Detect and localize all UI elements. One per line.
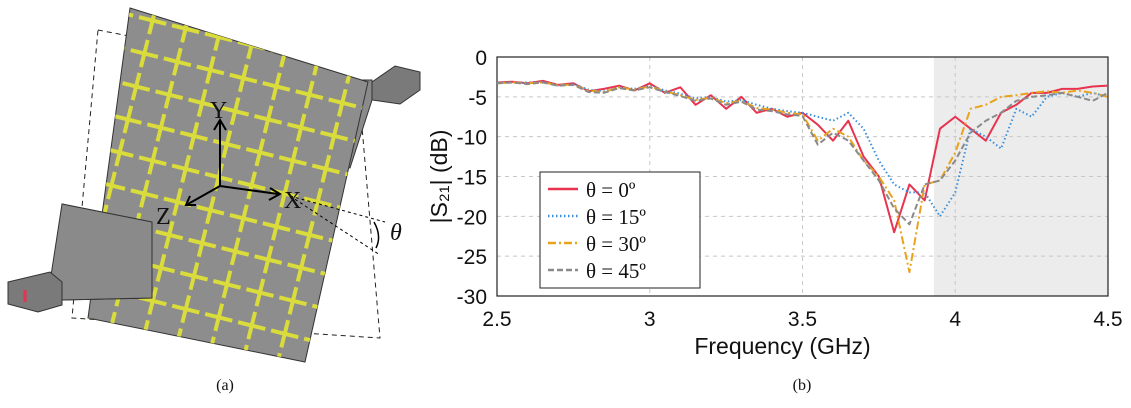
y-axis-label: |S₂₁| (dB) bbox=[426, 130, 452, 224]
y-tick-label: -25 bbox=[457, 246, 487, 269]
caption: (b) bbox=[793, 377, 812, 394]
x-tick-label: 2.5 bbox=[482, 308, 511, 331]
figure: Y X Z θ (a) (b) 0 -5 -10 -15 -20 -25 -302.5 3 3.… bbox=[0, 0, 1131, 403]
axis-label-z: Z bbox=[156, 204, 171, 230]
legend-label: θ = 0º bbox=[586, 178, 636, 202]
caption: (a) bbox=[216, 377, 234, 394]
legend-label: θ = 45º bbox=[586, 259, 646, 283]
diagram: Y X Z θ bbox=[8, 8, 420, 362]
legend-label: θ = 15º bbox=[586, 205, 646, 229]
legend-label: θ = 30º bbox=[586, 232, 646, 256]
axis-label-y: Y bbox=[210, 98, 227, 124]
y-tick-label: -30 bbox=[457, 286, 487, 309]
y-tick-label: 0 bbox=[475, 47, 487, 70]
x-tick-label: 4 bbox=[949, 308, 961, 331]
x-tick-label: 3 bbox=[644, 308, 656, 331]
axis-label-x: X bbox=[284, 188, 301, 214]
chart: 0 -5 -10 -15 -20 -25 -302.5 3 3.5 4 4.5 Frequency (… bbox=[426, 47, 1123, 359]
angle-label: θ bbox=[390, 220, 402, 246]
x-axis-label: Frequency (GHz) bbox=[694, 333, 870, 359]
unit-cells bbox=[88, 8, 368, 362]
right-horn-feed bbox=[372, 66, 420, 104]
y-tick-label: -5 bbox=[468, 87, 487, 110]
x-tick-label: 4.5 bbox=[1093, 308, 1122, 331]
y-tick-label: -10 bbox=[457, 127, 487, 150]
x-tick-label: 3.5 bbox=[788, 308, 817, 331]
left-horn-feed bbox=[8, 272, 62, 312]
y-tick-label: -15 bbox=[457, 167, 487, 190]
y-tick-label: -20 bbox=[457, 206, 487, 229]
